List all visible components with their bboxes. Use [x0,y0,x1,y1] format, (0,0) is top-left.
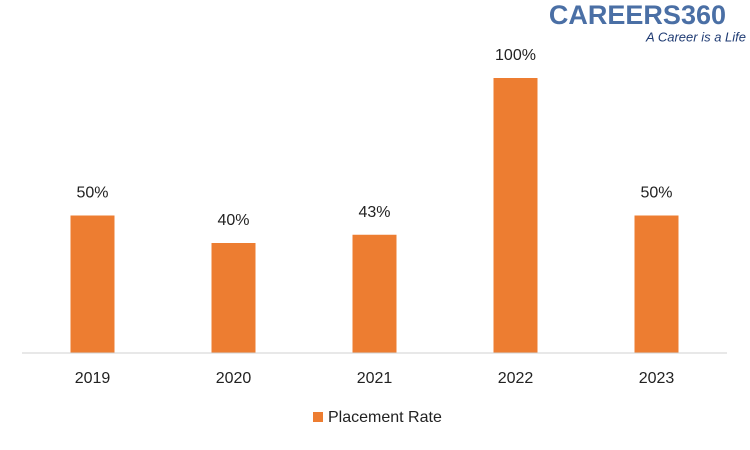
data-label: 50% [640,185,672,202]
x-tick-label: 2021 [357,370,393,387]
x-tick-label: 2019 [75,370,111,387]
bar [70,215,115,353]
logo: CAREERS360 [549,0,726,30]
bar [211,243,256,353]
data-label: 43% [358,204,390,221]
data-label: 50% [76,185,108,202]
x-tick-label: 2020 [216,370,252,387]
bar [634,215,679,353]
legend-label: Placement Rate [328,409,442,426]
data-label: 40% [217,212,249,229]
x-tick-label: 2022 [498,370,534,387]
bar [352,234,397,353]
logo-tagline: A Career is a Life [645,29,746,44]
bar [493,78,538,353]
x-tick-label: 2023 [639,370,675,387]
data-label: 100% [495,47,536,64]
legend-swatch [313,412,323,422]
